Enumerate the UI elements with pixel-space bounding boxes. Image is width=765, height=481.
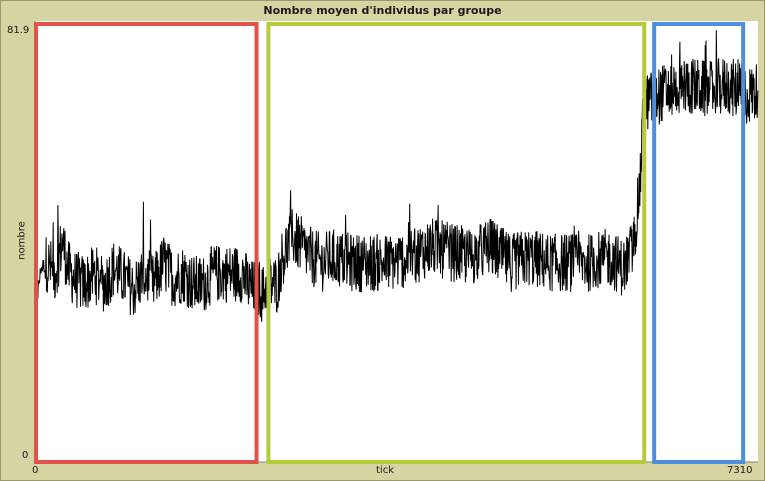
annotation-box-3 xyxy=(652,22,746,464)
chart-title: Nombre moyen d'individus par groupe xyxy=(263,4,502,17)
annotation-boxes xyxy=(34,22,746,464)
plot-area xyxy=(35,21,758,462)
y-tick-min: 0 xyxy=(22,450,29,461)
annotation-box-1 xyxy=(34,22,259,464)
annotation-box-2 xyxy=(266,22,647,464)
y-tick-max: 81.9 xyxy=(7,25,30,36)
series-line-nombre xyxy=(34,30,759,358)
x-tick-min: 0 xyxy=(32,465,39,476)
x-tick-max: 7310 xyxy=(727,465,753,476)
x-axis-label: tick xyxy=(376,465,394,476)
